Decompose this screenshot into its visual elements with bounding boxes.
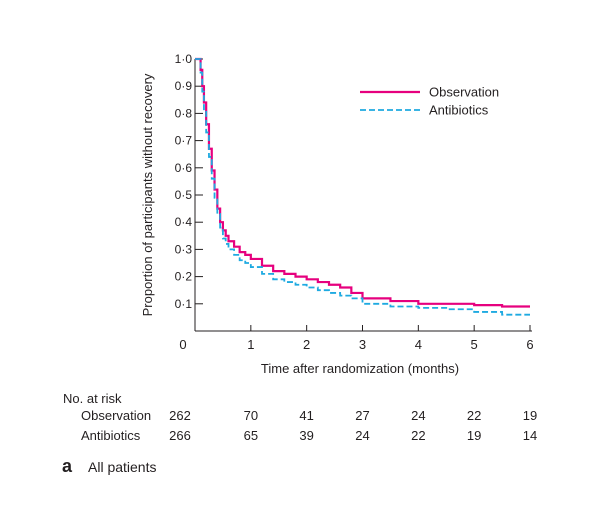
- series-layer: [195, 57, 530, 316]
- y-tick-label: 0·7: [175, 134, 193, 148]
- panel-letter: a: [62, 456, 73, 476]
- x-tick-label: 0: [179, 337, 186, 352]
- y-tick-label: 0·5: [175, 188, 193, 202]
- x-tick-label: 1: [247, 337, 254, 352]
- y-tick-label: 1·0: [175, 52, 193, 66]
- y-tick-label: 0·8: [175, 106, 193, 120]
- x-axis-label: Time after randomization (months): [261, 361, 459, 376]
- y-axis-label: Proportion of participants without recov…: [140, 73, 155, 316]
- risk-cell: 27: [355, 408, 370, 423]
- risk-cell: 14: [522, 428, 538, 443]
- risk-row-label: Observation: [81, 408, 152, 423]
- x-tick-label: 2: [303, 337, 310, 352]
- y-tick-label: 0·2: [175, 270, 193, 284]
- risk-cell: 70: [243, 408, 259, 423]
- risk-cell: 39: [299, 428, 314, 443]
- axes: [194, 59, 532, 332]
- risk-cell: 65: [243, 428, 259, 443]
- panel-title: All patients: [88, 459, 157, 475]
- risk-cell: 22: [411, 428, 426, 443]
- risk-table-heading: No. at risk: [63, 391, 122, 406]
- risk-cell: 24: [411, 408, 426, 423]
- series-line-antibiotics: [195, 58, 530, 316]
- x-axis-ticks: 0 1 2 3 4 5 6: [179, 325, 534, 352]
- legend: Observation Antibiotics: [360, 85, 499, 118]
- x-tick-label: 4: [415, 337, 422, 352]
- risk-cell: 266: [169, 428, 191, 443]
- risk-cell: 262: [169, 408, 191, 423]
- risk-cell: 41: [299, 408, 314, 423]
- y-tick-label: 0·9: [175, 79, 193, 93]
- legend-label-observation: Observation: [429, 85, 499, 100]
- risk-cell: 22: [466, 408, 482, 423]
- y-tick-label: 0·6: [175, 161, 193, 175]
- y-tick-label: 0·4: [175, 215, 193, 229]
- y-tick-label: 0·1: [175, 297, 193, 311]
- y-axis-ticks: 0·1 0·2 0·3 0·4 0·5 0·6 0·7 0·8 0·9 1·0: [175, 52, 203, 311]
- x-tick-label: 6: [526, 337, 533, 352]
- legend-label-antibiotics: Antibiotics: [429, 103, 489, 118]
- risk-cell: 19: [466, 428, 482, 443]
- y-tick-label: 0·3: [175, 242, 193, 256]
- risk-row-label: Antibiotics: [81, 428, 141, 443]
- risk-cell: 24: [355, 428, 370, 443]
- risk-cell: 19: [522, 408, 538, 423]
- x-tick-label: 5: [471, 337, 478, 352]
- x-tick-label: 3: [359, 337, 366, 352]
